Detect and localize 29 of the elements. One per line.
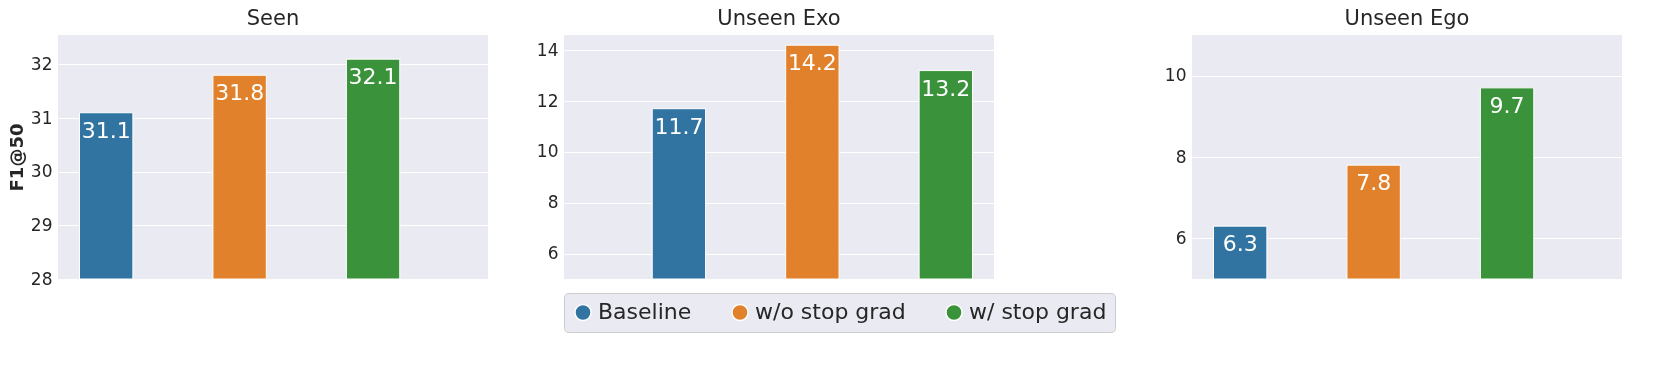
chart-title: Unseen Exo [717, 6, 841, 30]
data-label: 6.3 [1222, 231, 1258, 257]
y-tick-label: 29 [30, 214, 53, 235]
y-tick-label: 8 [1175, 146, 1187, 167]
chart-title: Unseen Ego [1344, 6, 1470, 30]
data-label: 7.8 [1356, 170, 1392, 196]
data-label: 31.8 [215, 80, 265, 106]
y-tick-label: 31 [30, 107, 53, 128]
y-tick-label: 10 [536, 141, 559, 162]
y-tick-label: 32 [30, 53, 53, 74]
data-label: 13.2 [921, 75, 971, 101]
data-label: 9.7 [1489, 92, 1525, 118]
y-tick-label: 12 [536, 90, 559, 111]
y-tick-label: 6 [1175, 227, 1187, 248]
data-label: 11.7 [654, 113, 704, 139]
y-axis-title: F1@50 [5, 123, 27, 192]
data-label: 14.2 [787, 50, 837, 76]
chart-title: Seen [246, 6, 300, 30]
y-tick-label: 6 [547, 243, 559, 264]
data-label: 32.1 [348, 64, 398, 90]
y-tick-label: 10 [1164, 65, 1187, 86]
legend-label: w/o stop grad [755, 299, 906, 325]
data-label: 31.1 [81, 117, 131, 143]
y-tick-label: 8 [547, 192, 559, 213]
y-tick-label: 14 [536, 39, 559, 60]
legend-label: Baseline [598, 299, 692, 325]
legend-label: w/ stop grad [969, 299, 1107, 325]
y-tick-label: 30 [30, 161, 53, 182]
y-tick-label: 28 [30, 268, 53, 289]
